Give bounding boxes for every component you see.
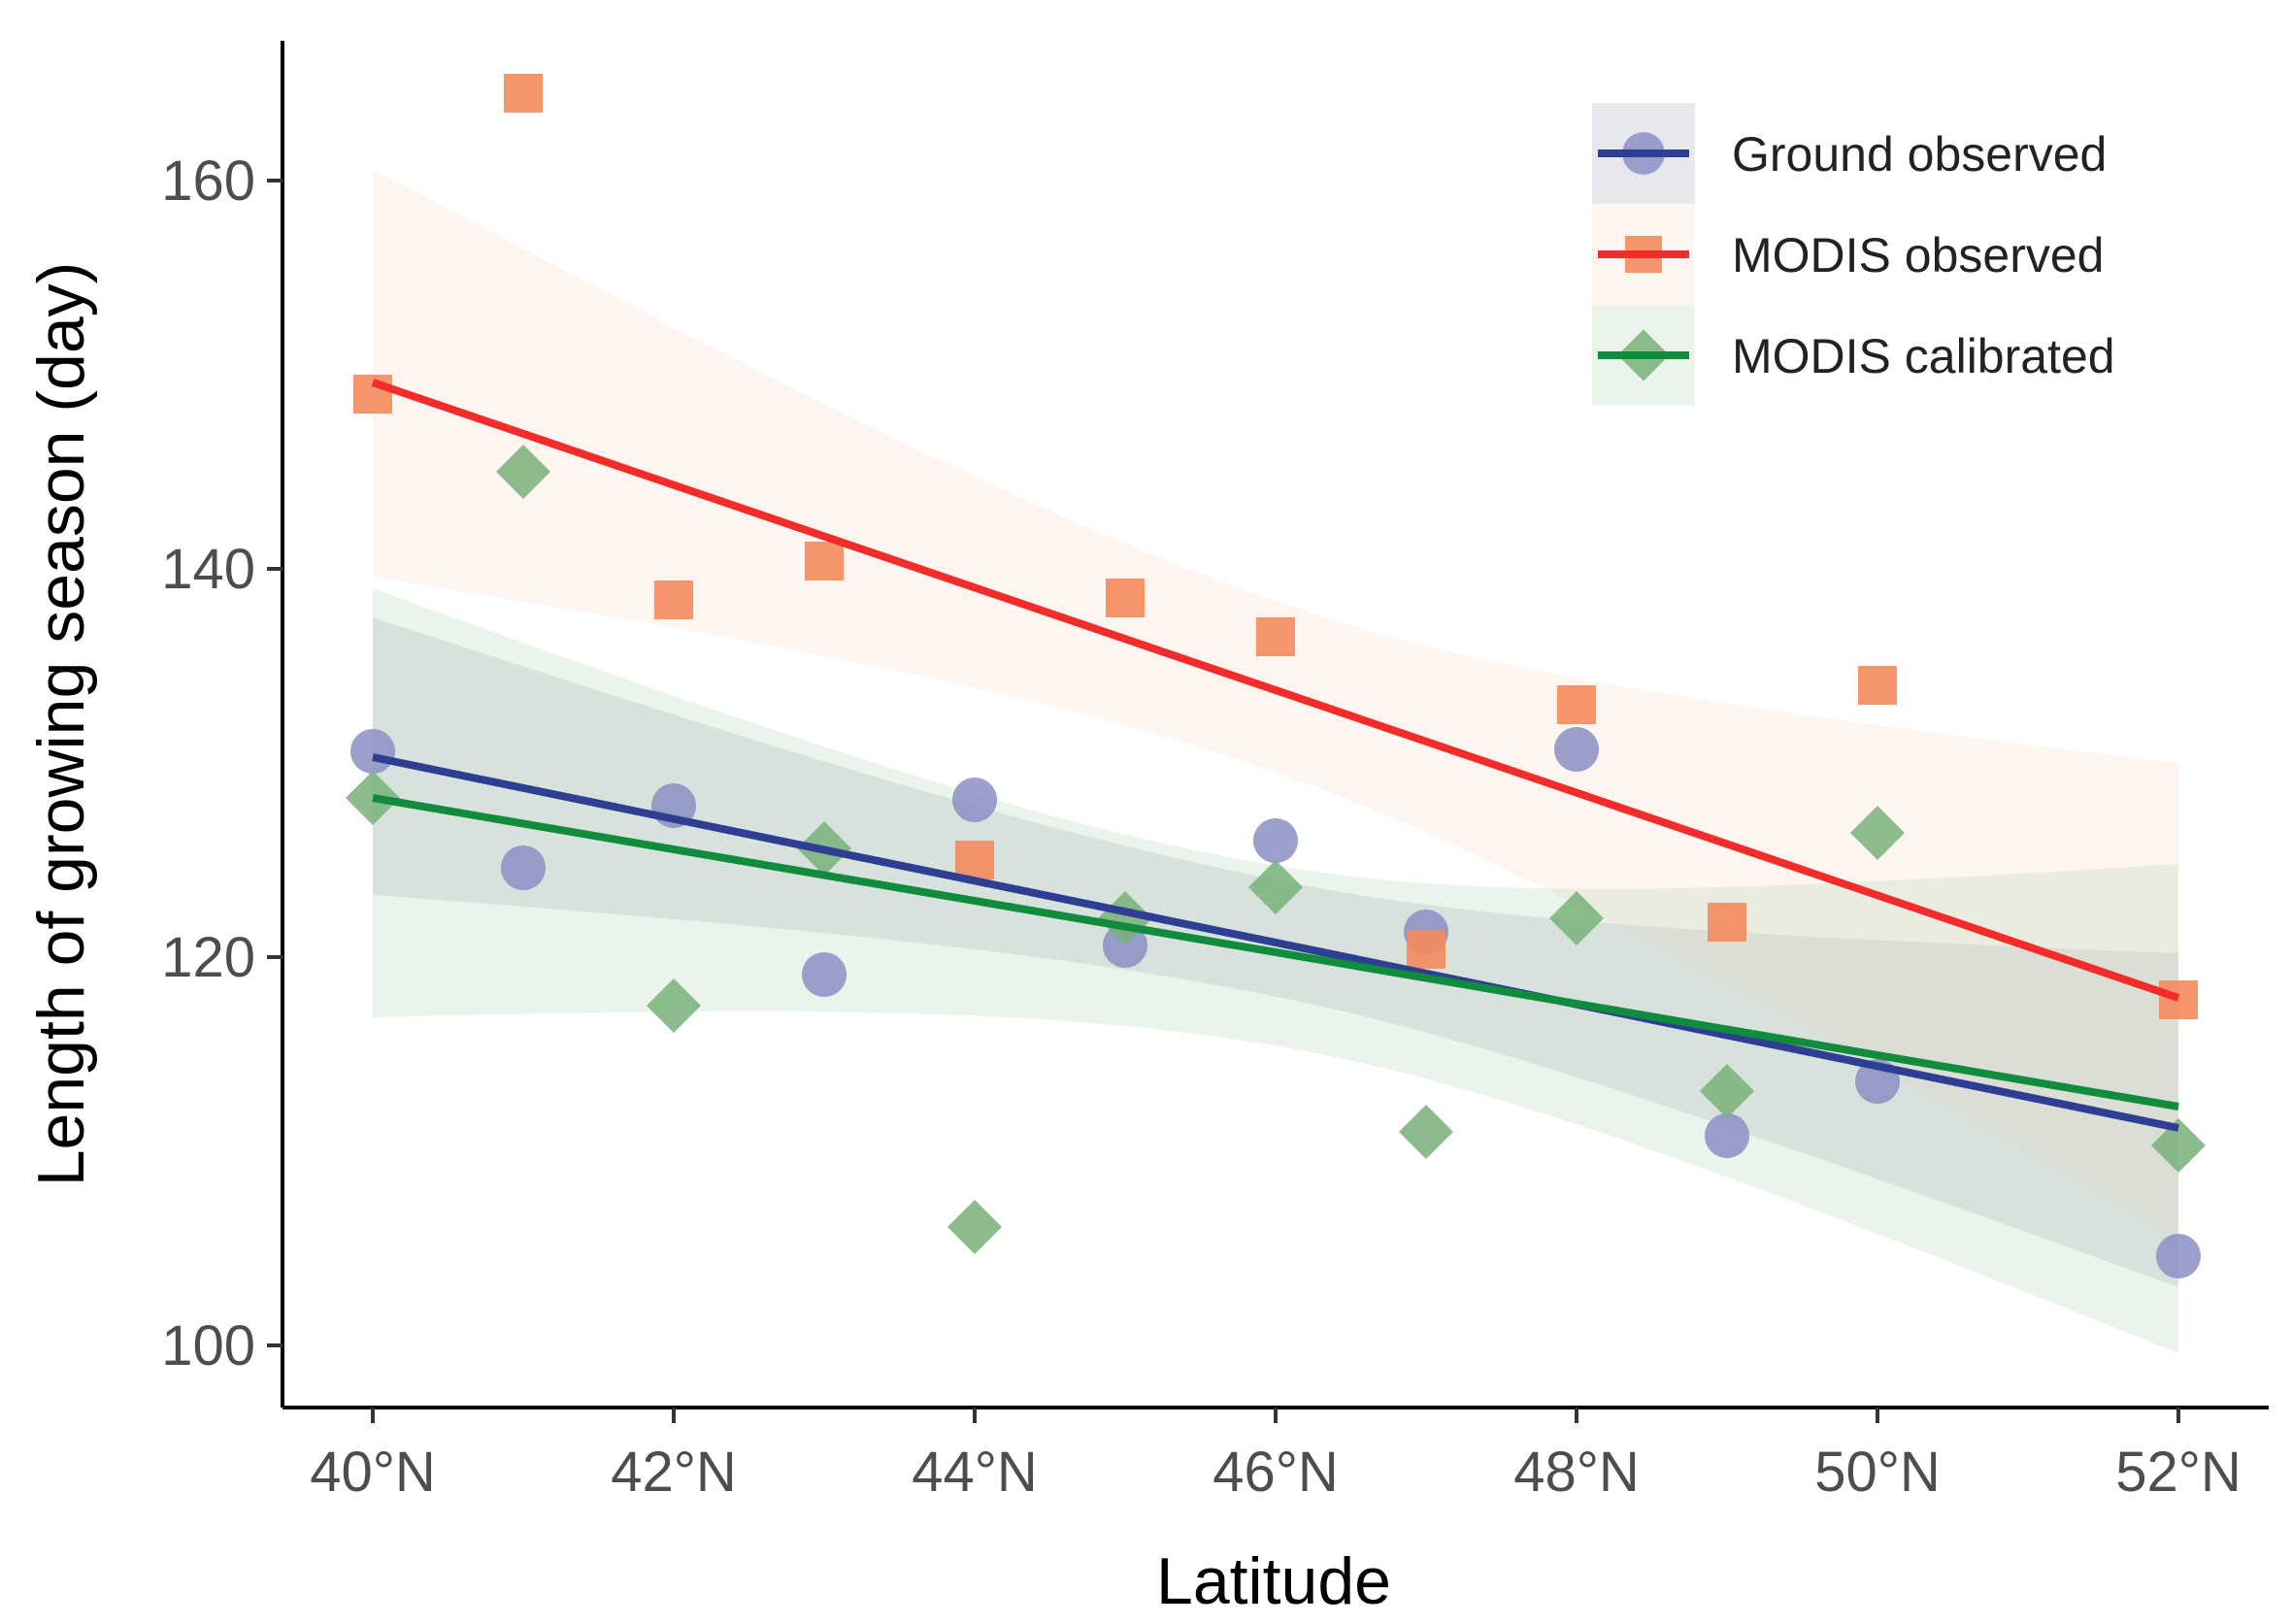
ground-observed-point: [1705, 1113, 1749, 1158]
modis-observed-point: [1106, 579, 1145, 617]
modis-calibrated-point: [647, 978, 701, 1033]
axes: [267, 41, 2269, 1423]
tick-labels: 40°N 42°N 44°N 46°N 48°N 50°N 52°N 100 120 140 160: [161, 149, 2242, 1504]
modis-calibrated-point: [1549, 891, 1604, 945]
modis-observed-confidence-band: [373, 169, 2178, 1239]
data-points: [346, 74, 2206, 1278]
y-tick-label: 140: [161, 538, 255, 601]
ground-observed-point: [952, 778, 997, 822]
ground-observed-fit-line: [372, 753, 2179, 1132]
ground-observed-point: [1554, 727, 1599, 772]
x-tick-label: 46°N: [1212, 1441, 1339, 1504]
modis-observed-point: [1858, 666, 1897, 705]
modis-observed-legend-label: MODIS observed: [1732, 228, 2104, 282]
modis-observed-point: [2159, 980, 2198, 1019]
modis-calibrated-point: [2151, 1118, 2206, 1173]
ground-observed-point: [1253, 818, 1298, 863]
x-tick-label: 48°N: [1513, 1441, 1640, 1504]
x-tick-label: 52°N: [2115, 1441, 2242, 1504]
ground-observed-point: [350, 729, 395, 774]
modis-calibrated-point: [1850, 806, 1905, 860]
modis-calibrated-point: [1248, 860, 1303, 914]
modis-calibrated-confidence-band: [373, 588, 2178, 1353]
x-axis-title: Latitude: [1156, 1544, 1391, 1618]
x-tick-label: 42°N: [611, 1441, 737, 1504]
modis-observed-point: [504, 74, 543, 113]
ground-observed-legend-label: Ground observed: [1732, 127, 2107, 182]
modis-observed-point: [654, 580, 693, 619]
legend: Ground observed MODIS observed MODIS calib…: [1592, 103, 2115, 406]
modis-calibrated-point: [496, 445, 550, 499]
ground-observed-point: [2156, 1234, 2201, 1278]
modis-calibrated-point: [1700, 1064, 1754, 1118]
modis-observed-point: [805, 542, 844, 580]
modis-observed-point: [1557, 685, 1596, 724]
modis-calibrated-point: [947, 1200, 1002, 1254]
x-tick-label: 50°N: [1814, 1441, 1941, 1504]
modis-observed-point: [1407, 930, 1445, 969]
modis-observed-point: [955, 841, 994, 879]
x-tick-label: 44°N: [912, 1441, 1038, 1504]
y-axis-title: Length of growing season (day): [24, 262, 98, 1187]
x-tick-label: 40°N: [310, 1441, 436, 1504]
modis-observed-point: [1256, 617, 1295, 656]
modis-calibrated-point: [1399, 1105, 1453, 1159]
modis-calibrated-legend-label: MODIS calibrated: [1732, 329, 2115, 383]
modis-observed-fit-line: [371, 379, 2180, 1002]
modis-calibrated-fit-line: [372, 794, 2179, 1110]
ground-observed-point: [501, 845, 546, 890]
modis-observed-point: [353, 375, 392, 414]
modis-observed-point: [1708, 903, 1746, 942]
regression-lines: [371, 379, 2180, 1132]
y-tick-label: 120: [161, 926, 255, 989]
ground-observed-point: [802, 952, 847, 997]
y-tick-label: 100: [161, 1314, 255, 1377]
y-tick-label: 160: [161, 149, 255, 213]
